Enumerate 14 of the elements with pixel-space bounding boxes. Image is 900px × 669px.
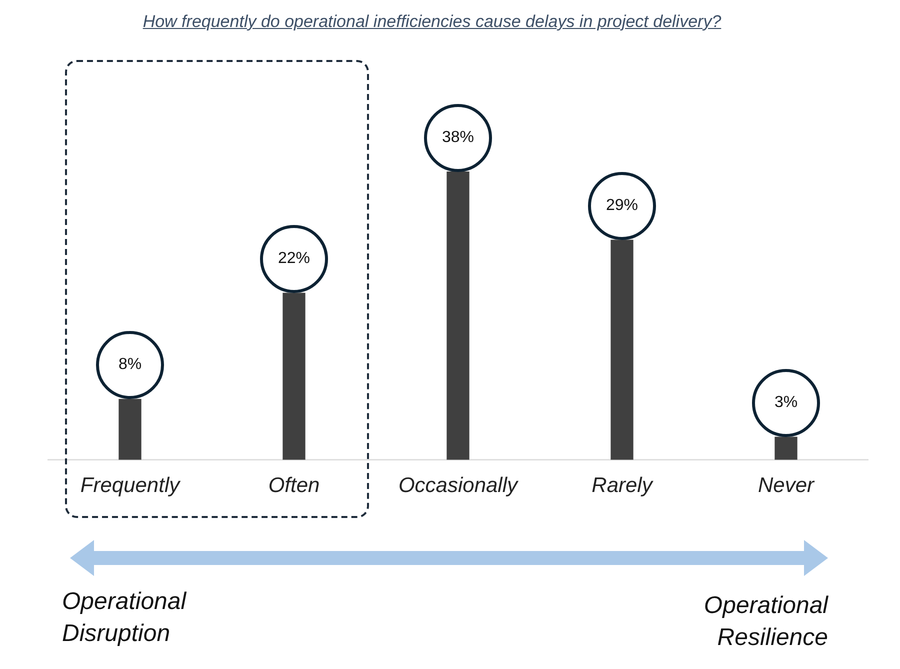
x-tick-label: Rarely: [592, 474, 654, 498]
text: Operational Resilience: [702, 591, 828, 653]
data-label: 38%: [442, 128, 474, 147]
x-tick-label: Occasionally: [398, 474, 520, 498]
data-label: 8%: [118, 356, 142, 374]
chart-title: How frequently do operational inefficiencies cause delays in project delivery?: [142, 12, 722, 32]
data-label: 3%: [774, 394, 798, 412]
bar: [774, 436, 798, 460]
x-tick-label: Never: [758, 474, 816, 498]
data-label: 29%: [606, 197, 638, 216]
text: Operational Disruption: [62, 587, 188, 649]
x-tick-label: Frequently: [80, 474, 182, 498]
data-label: 22%: [278, 250, 310, 268]
x-tick-label: Often: [268, 474, 320, 498]
